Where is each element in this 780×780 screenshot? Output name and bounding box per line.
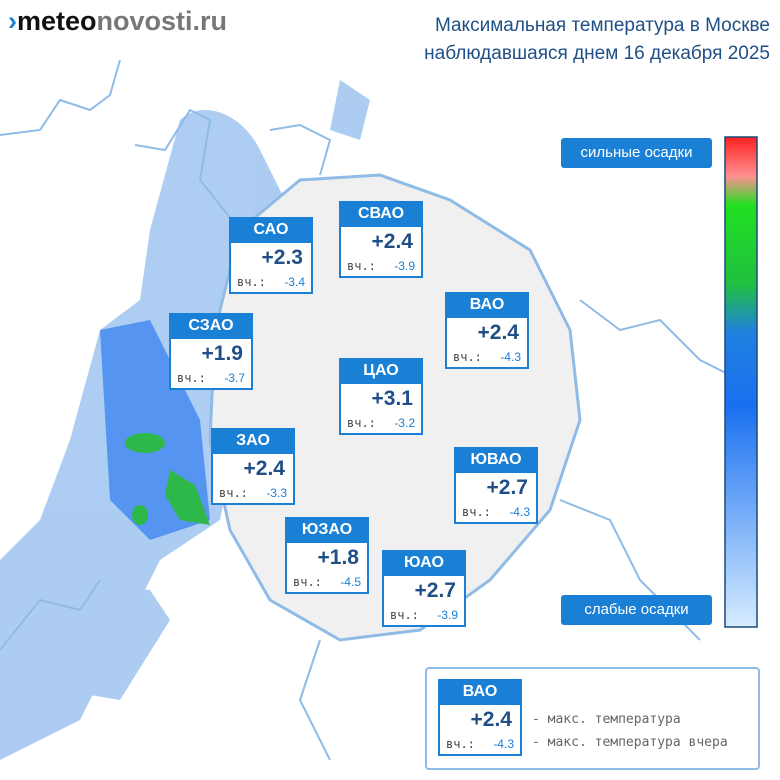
logo-bold: meteo <box>17 6 97 36</box>
prev-label: вч.: <box>347 259 376 273</box>
district-name: ЦАО <box>339 358 423 384</box>
title: Максимальная температура в Москве наблюд… <box>424 12 770 68</box>
district-name: ЮАО <box>382 550 466 576</box>
logo-light: novosti.ru <box>96 6 228 36</box>
district-prev-row: вч.: -4.3 <box>456 502 536 522</box>
district-box: СВАО +2.4 вч.: -3.9 <box>339 201 423 278</box>
district-name: СВАО <box>339 201 423 227</box>
district-temp: +2.3 <box>261 246 303 269</box>
district-name: ЮЗАО <box>285 517 369 543</box>
district-prev-row: вч.: -3.7 <box>171 368 251 388</box>
district-box: ЗАО +2.4 вч.: -3.3 <box>211 428 295 505</box>
district-name: ВАО <box>445 292 529 318</box>
prev-temp: -3.4 <box>284 275 305 289</box>
prev-label: вч.: <box>446 737 475 751</box>
scale-low-label: слабые осадки <box>561 595 712 625</box>
color-bar <box>724 136 758 628</box>
district-prev-row: вч.: -3.4 <box>231 272 311 292</box>
district-box: ВАО +2.4 вч.: -4.3 <box>438 679 522 756</box>
district-prev-row: вч.: -3.2 <box>341 413 421 433</box>
district-prev-row: вч.: -4.3 <box>447 347 527 367</box>
district-box: СЗАО +1.9 вч.: -3.7 <box>169 313 253 390</box>
district-temp: +2.4 <box>371 230 413 253</box>
prev-label: вч.: <box>462 505 491 519</box>
district-temp: +1.9 <box>201 342 243 365</box>
district-box: ЦАО +3.1 вч.: -3.2 <box>339 358 423 435</box>
district-temp: +2.4 <box>243 457 285 480</box>
prev-label: вч.: <box>390 608 419 622</box>
logo: ›meteonovosti.ru <box>8 6 228 36</box>
prev-label: вч.: <box>177 371 206 385</box>
district-prev-row: вч.: -3.9 <box>341 256 421 276</box>
title-line: наблюдавшаяся днем 16 декабря 2025 <box>424 43 770 64</box>
prev-label: вч.: <box>219 486 248 500</box>
district-name: ЗАО <box>211 428 295 454</box>
district-box: ЮЗАО +1.8 вч.: -4.5 <box>285 517 369 594</box>
district-name: СЗАО <box>169 313 253 339</box>
prev-temp: -4.3 <box>493 737 514 751</box>
scale-high-label: сильные осадки <box>561 138 712 168</box>
legend-prev-note: - макс. температура вчера <box>532 735 728 750</box>
prev-label: вч.: <box>453 350 482 364</box>
prev-temp: -3.9 <box>394 259 415 273</box>
district-temp: +2.7 <box>486 476 528 499</box>
district-prev-row: вч.: -4.5 <box>287 572 367 592</box>
district-temp: +2.4 <box>477 321 519 344</box>
district-name: ВАО <box>438 679 522 705</box>
prev-label: вч.: <box>293 575 322 589</box>
title-line: Максимальная температура в Москве <box>434 15 770 36</box>
prev-temp: -4.3 <box>509 505 530 519</box>
prev-temp: -3.3 <box>266 486 287 500</box>
prev-temp: -4.3 <box>500 350 521 364</box>
legend-temp-note: - макс. температура <box>532 712 681 727</box>
district-temp: +1.8 <box>317 546 359 569</box>
district-temp: +2.4 <box>470 708 512 731</box>
district-name: САО <box>229 217 313 243</box>
prev-label: вч.: <box>347 416 376 430</box>
prev-label: вч.: <box>237 275 266 289</box>
district-box: ВАО +2.4 вч.: -4.3 <box>445 292 529 369</box>
district-prev-row: вч.: -3.3 <box>213 483 293 503</box>
district-box: САО +2.3 вч.: -3.4 <box>229 217 313 294</box>
district-name: ЮВАО <box>454 447 538 473</box>
district-prev-row: вч.: -4.3 <box>440 734 520 754</box>
prev-temp: -3.7 <box>224 371 245 385</box>
district-temp: +2.7 <box>414 579 456 602</box>
district-box: ЮВАО +2.7 вч.: -4.3 <box>454 447 538 524</box>
prev-temp: -4.5 <box>340 575 361 589</box>
prev-temp: -3.2 <box>394 416 415 430</box>
district-box: ЮАО +2.7 вч.: -3.9 <box>382 550 466 627</box>
district-temp: +3.1 <box>371 387 413 410</box>
prev-temp: -3.9 <box>437 608 458 622</box>
district-prev-row: вч.: -3.9 <box>384 605 464 625</box>
